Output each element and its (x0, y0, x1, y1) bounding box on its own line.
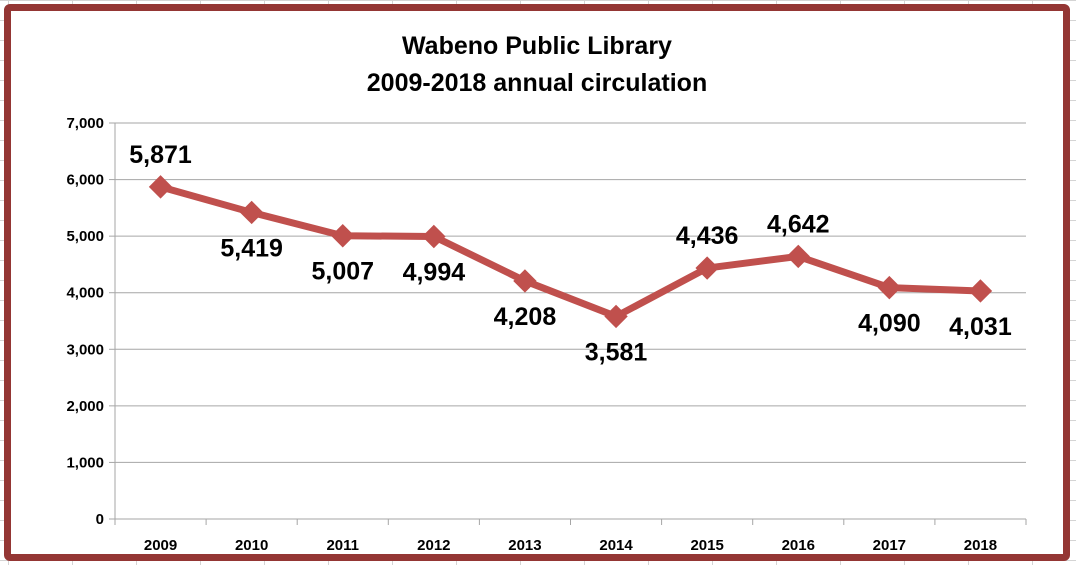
x-tick-label: 2013 (508, 537, 541, 554)
y-tick-label: 4,000 (66, 285, 104, 302)
data-label: 4,642 (767, 210, 830, 238)
data-label: 5,419 (220, 234, 283, 262)
x-tick-label: 2009 (144, 537, 177, 554)
data-point-marker (239, 200, 264, 225)
x-tick-label: 2015 (690, 537, 723, 554)
x-tick-label: 2016 (782, 537, 815, 554)
data-label: 4,994 (403, 258, 466, 286)
chart-frame[interactable]: Wabeno Public Library 2009-2018 annual c… (4, 4, 1070, 561)
line-chart: 0 1,000 2,000 3,000 4,000 5,000 6,000 7,000 2009… (66, 115, 1027, 554)
chart-subtitle: 2009-2018 annual circulation (366, 69, 708, 97)
y-tick-label: 2,000 (66, 398, 104, 415)
data-point-marker (968, 279, 993, 303)
data-point-marker (695, 256, 719, 280)
data-point-marker (422, 224, 446, 249)
data-label: 3,581 (585, 338, 648, 366)
y-tick-label: 7,000 (66, 115, 104, 132)
data-point-marker (877, 275, 902, 300)
y-tick-label: 5,000 (66, 228, 104, 245)
data-point-marker (331, 224, 355, 248)
x-tick-label: 2011 (326, 537, 359, 554)
x-tick-label: 2014 (599, 537, 633, 554)
data-point-marker (604, 304, 628, 329)
data-label: 4,031 (949, 313, 1012, 341)
data-point-marker (148, 175, 173, 199)
data-point-marker (513, 269, 537, 293)
data-label: 5,871 (129, 141, 192, 169)
x-tick-label: 2012 (417, 537, 450, 554)
y-tick-label: 1,000 (66, 454, 104, 471)
data-label: 4,436 (676, 222, 739, 250)
data-label: 4,208 (494, 303, 557, 331)
data-label: 5,007 (311, 258, 374, 286)
x-tick-label: 2018 (964, 537, 997, 554)
x-tick-label: 2017 (873, 537, 906, 554)
chart-title: Wabeno Public Library (402, 32, 672, 60)
data-label: 4,090 (858, 310, 921, 338)
series-line (157, 183, 984, 320)
data-point-marker (786, 244, 810, 269)
y-tick-label: 3,000 (66, 341, 104, 358)
x-tick-label: 2010 (235, 537, 268, 554)
y-tick-label: 6,000 (66, 172, 104, 189)
y-tick-label: 0 (96, 511, 104, 528)
